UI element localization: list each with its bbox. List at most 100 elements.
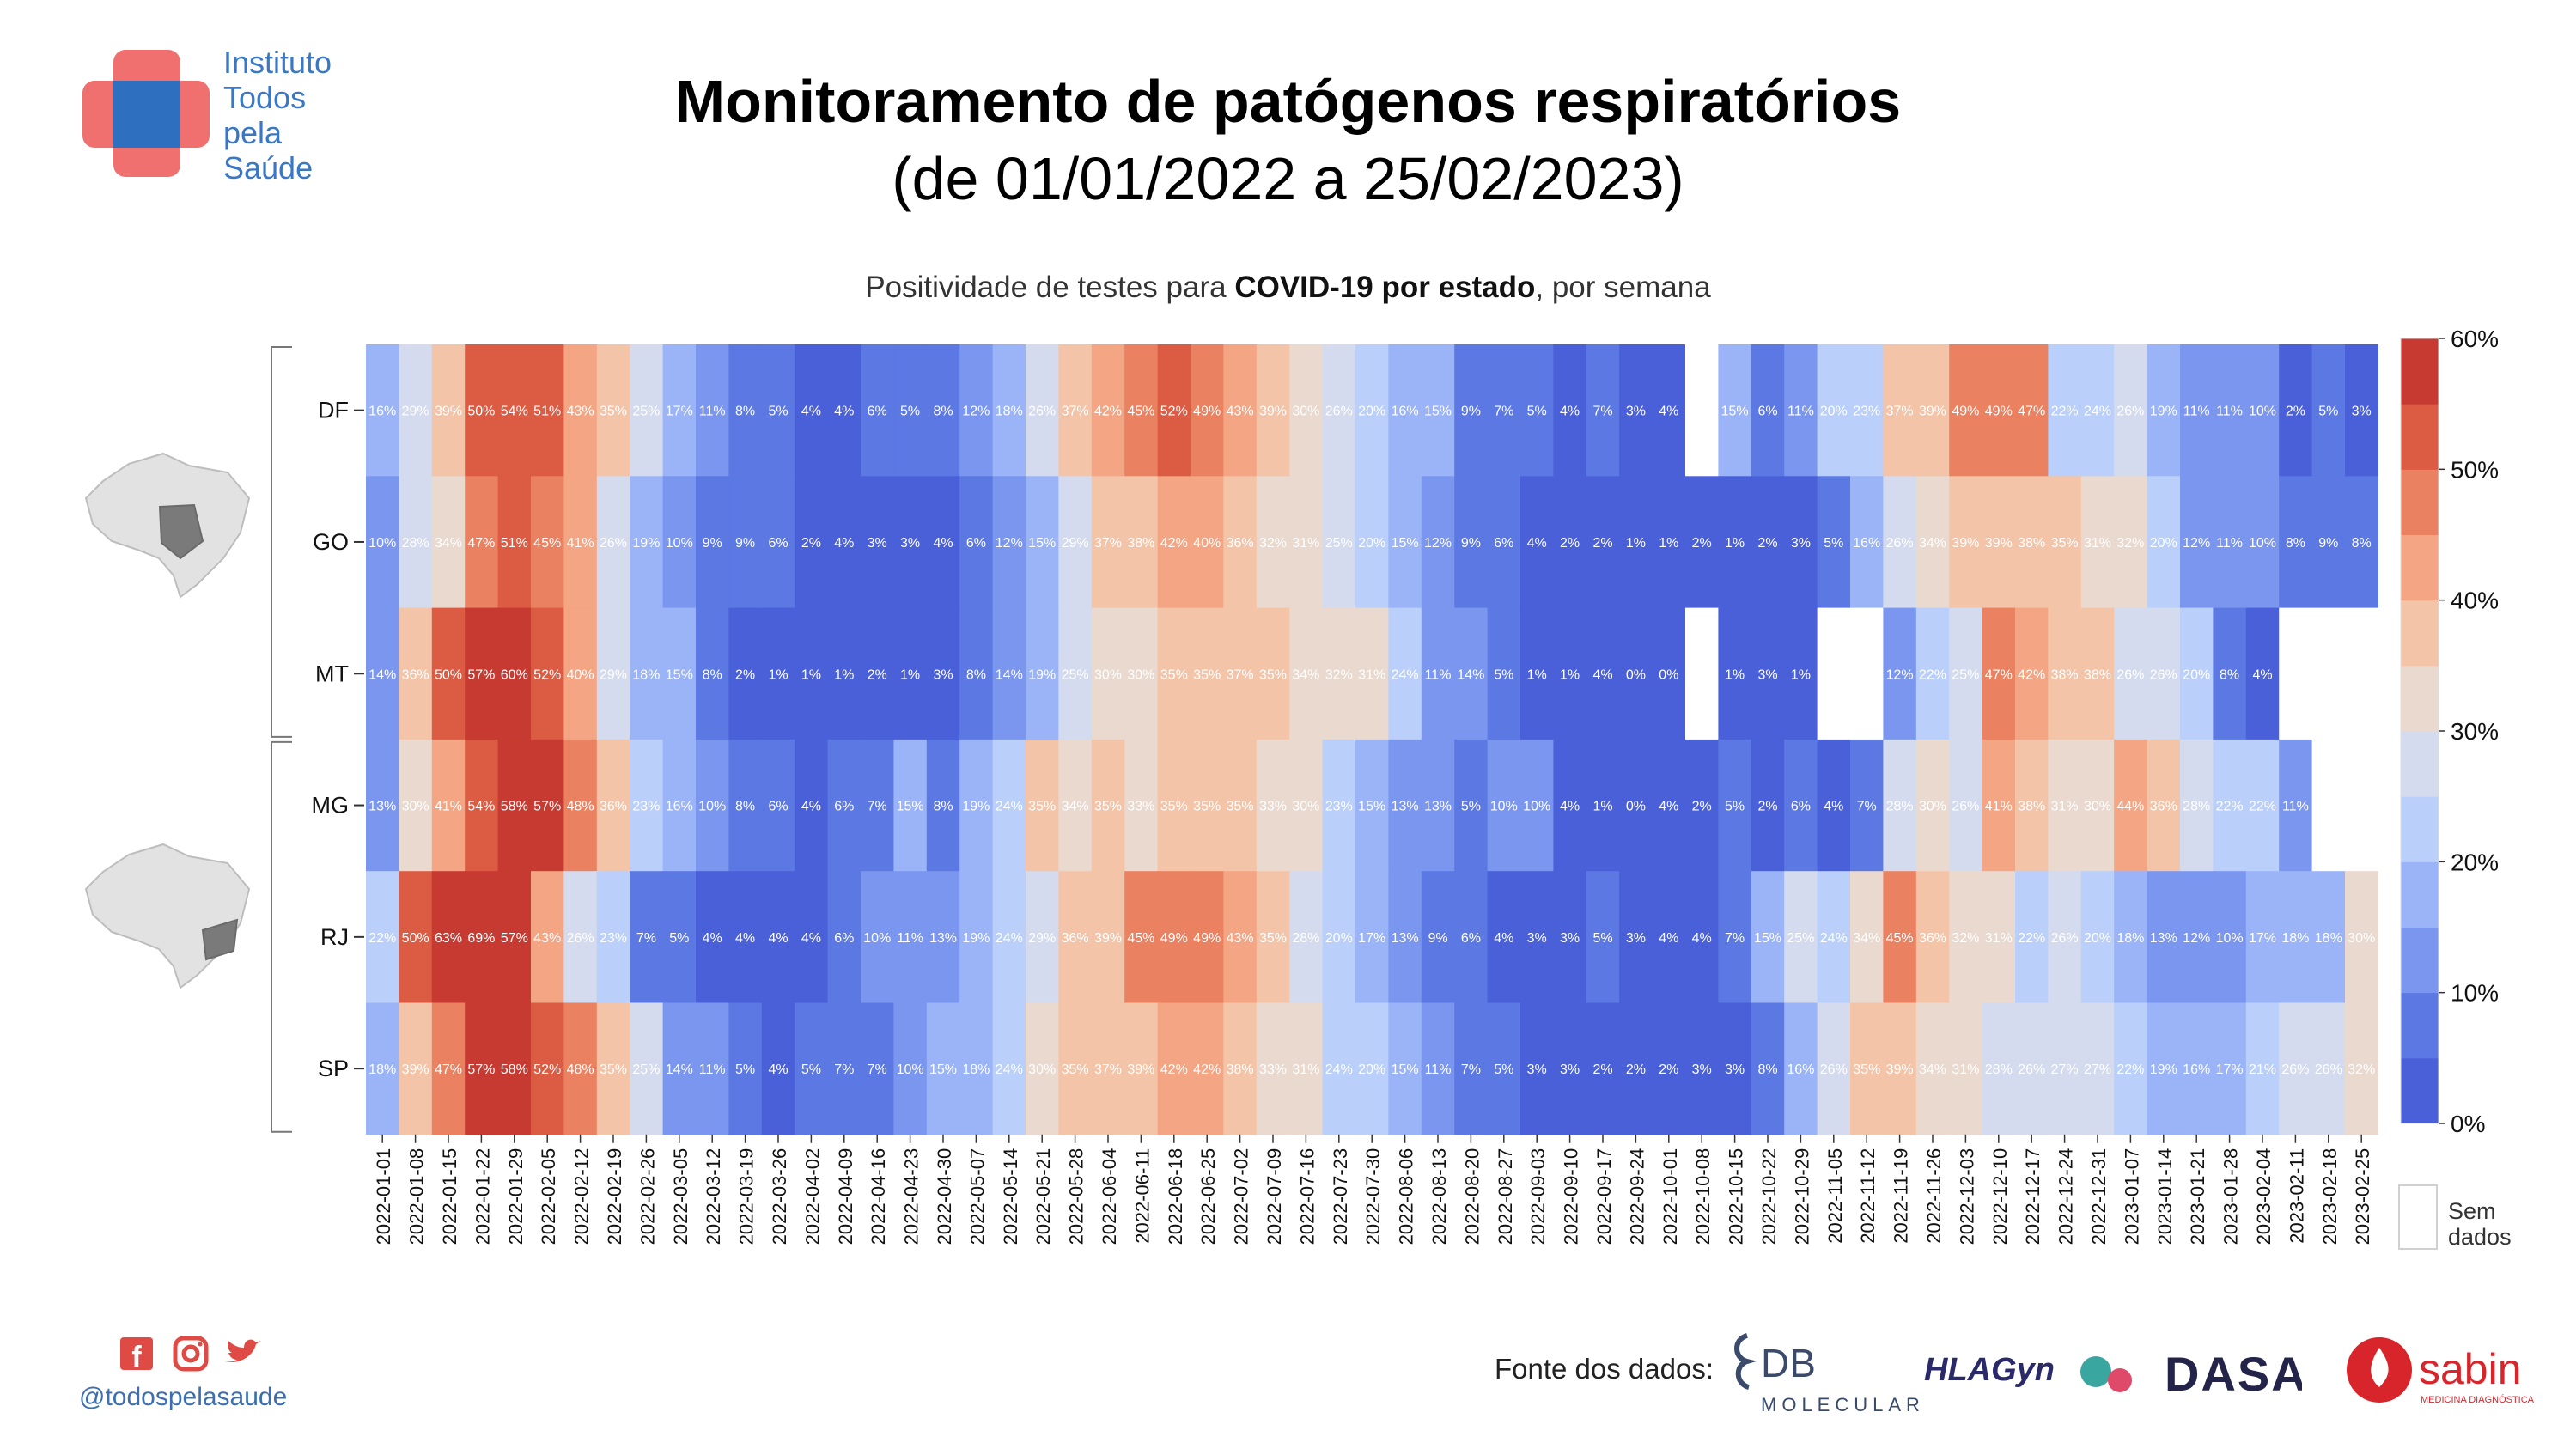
cell-label: 34%	[1062, 800, 1089, 814]
cell-label: 4%	[1527, 536, 1547, 551]
heatmap-cell	[2245, 607, 2280, 740]
instagram-icon[interactable]	[173, 1336, 209, 1372]
colorbar-segment	[2401, 600, 2439, 667]
heatmap-cell	[2048, 871, 2082, 1003]
cell-label: 23%	[632, 800, 660, 814]
heatmap-cell	[2213, 607, 2247, 740]
heatmap-cell	[761, 739, 795, 872]
brand-line: Saúde	[223, 150, 314, 186]
heatmap-cell	[1388, 1002, 1422, 1135]
cell-label: 8%	[2352, 536, 2372, 551]
x-tick-label: 2022-12-03	[1956, 1148, 1977, 1245]
heatmap-cell	[1223, 739, 1258, 872]
heatmap-cell	[1553, 344, 1587, 477]
heatmap-cell	[596, 739, 630, 872]
cell-label: 1%	[1791, 667, 1811, 682]
cell-label: 16%	[1787, 1062, 1814, 1077]
cell-label: 10%	[698, 800, 726, 814]
cell-label: 28%	[2183, 800, 2210, 814]
heatmap-cell	[1553, 476, 1587, 608]
cell-label: 22%	[2216, 800, 2244, 814]
cell-label: 39%	[1259, 405, 1287, 419]
heatmap-cell	[2114, 739, 2147, 872]
cell-label: 38%	[2084, 667, 2111, 682]
cell-label: 49%	[1193, 931, 1221, 946]
cell-label: 4%	[801, 931, 821, 946]
cell-label: 22%	[2051, 405, 2079, 419]
heatmap-cell	[1652, 1002, 1686, 1135]
cell-label: 3%	[900, 536, 920, 551]
cell-label: 3%	[1626, 931, 1646, 946]
heatmap-cell	[596, 607, 630, 740]
heatmap-cell	[1454, 476, 1488, 608]
heatmap-cell	[1355, 607, 1389, 740]
heatmap-cell	[630, 344, 663, 477]
date-range: (de 01/01/2022 a 25/02/2023)	[892, 145, 1684, 212]
cell-label: 2%	[1757, 800, 1777, 814]
group-bracket	[271, 346, 292, 738]
cell-label: 7%	[1592, 405, 1612, 419]
cell-label: 5%	[801, 1062, 821, 1077]
heatmap-cell	[1850, 1002, 1884, 1135]
row-label: SP	[318, 1056, 349, 1081]
cell-label: 3%	[1791, 536, 1811, 551]
heatmap-cell	[1784, 344, 1818, 477]
heatmap-cell	[1091, 1002, 1125, 1135]
x-tick-label: 2022-04-23	[901, 1148, 923, 1245]
heatmap-cell	[1157, 1002, 1191, 1135]
heatmap-cell	[1355, 1002, 1389, 1135]
cell-label: 52%	[533, 667, 561, 682]
heatmap-cell	[795, 344, 828, 477]
twitter-icon[interactable]	[225, 1339, 261, 1363]
heatmap-cell	[1058, 871, 1093, 1003]
row-label: DF	[318, 398, 349, 423]
heatmap-cell	[2245, 476, 2280, 608]
heatmap-cell	[1883, 607, 1917, 740]
social-handle[interactable]: @todospelasaude	[79, 1383, 288, 1411]
cell-label: 47%	[2018, 405, 2045, 419]
cell-label: 2%	[1592, 536, 1612, 551]
heatmap-cell	[1487, 871, 1521, 1003]
cell-label: 42%	[2018, 667, 2045, 682]
cell-label: 29%	[1028, 931, 1056, 946]
facebook-icon[interactable]: f	[120, 1337, 153, 1373]
heatmap-cell	[465, 607, 498, 740]
cell-label: 7%	[1725, 931, 1745, 946]
cell-label: 4%	[1494, 931, 1513, 946]
heatmap-cell	[1915, 607, 1950, 740]
heatmap-cell	[1256, 871, 1290, 1003]
heatmap-cell	[1191, 739, 1224, 872]
group-bracket	[271, 740, 292, 1133]
heatmap-cell	[795, 607, 828, 740]
cell-label: 15%	[929, 1062, 957, 1077]
cell-label: 21%	[2249, 1062, 2276, 1077]
heatmap-cell	[2080, 607, 2115, 740]
cell-label: 37%	[1886, 405, 1914, 419]
heatmap-cell	[431, 871, 466, 1003]
heatmap-cell	[1520, 739, 1554, 872]
cell-label: 11%	[2282, 800, 2309, 814]
heatmap-cell	[630, 739, 663, 872]
heatmap-cell	[1058, 344, 1093, 477]
brand-line: pela	[223, 115, 283, 150]
heatmap-cell	[1223, 476, 1258, 608]
heatmap-cell	[2245, 344, 2280, 477]
heatmap-cell	[1355, 739, 1389, 872]
heatmap-cell	[1388, 871, 1422, 1003]
heatmap-cell	[1883, 344, 1917, 477]
x-tick-label: 2022-06-25	[1197, 1148, 1219, 1245]
cell-label: 11%	[2216, 405, 2243, 419]
cell-label: 22%	[1919, 667, 1946, 682]
heatmap-cell	[596, 1002, 630, 1135]
heatmap-cell	[497, 344, 532, 477]
cell-label: 10%	[2249, 536, 2276, 551]
cell-label: 6%	[768, 536, 788, 551]
cell-label: 6%	[1461, 931, 1481, 946]
colorbar-segment	[2401, 534, 2439, 601]
heatmap-cell	[1718, 1002, 1752, 1135]
x-tick-label: 2022-08-27	[1495, 1148, 1516, 1245]
hlagyn-logo: HLAGyn	[1924, 1352, 2132, 1392]
heatmap-cell	[2213, 871, 2247, 1003]
cell-label: 45%	[1127, 405, 1154, 419]
heatmap-cell	[399, 607, 433, 740]
